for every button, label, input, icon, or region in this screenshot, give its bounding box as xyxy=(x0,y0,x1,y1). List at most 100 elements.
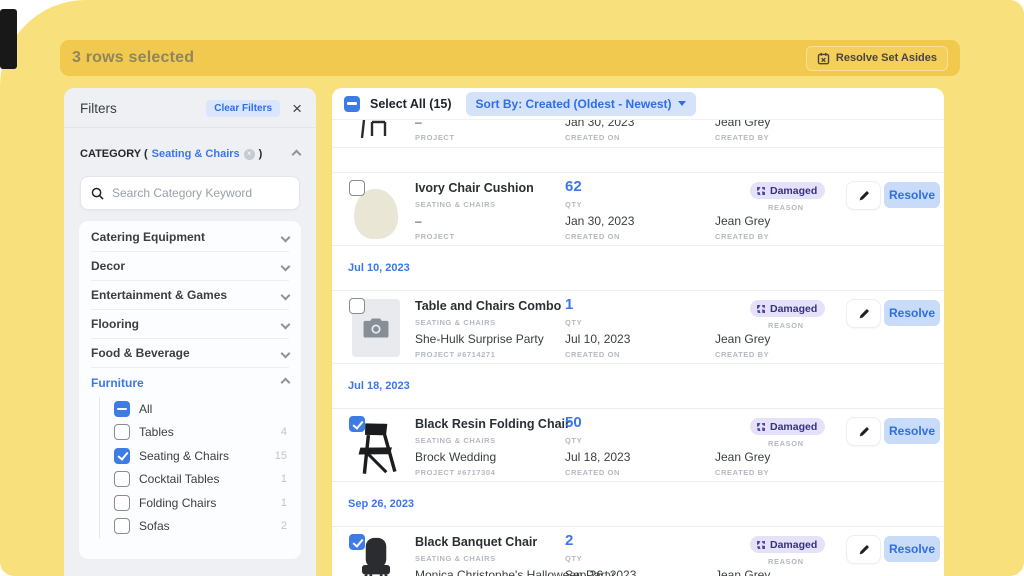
chevron-down-icon xyxy=(280,261,291,271)
created-on-value: Jul 18, 2023 xyxy=(565,450,631,464)
qty-label: QTY xyxy=(565,200,583,209)
category-search-input[interactable] xyxy=(112,186,289,200)
furniture-item-sofas[interactable]: Sofas 2 xyxy=(114,515,289,539)
category-group-decor[interactable]: Decor xyxy=(91,252,291,281)
created-on-label: CREATED ON xyxy=(565,232,621,241)
furniture-item-folding-chairs[interactable]: Folding Chairs 1 xyxy=(114,491,289,515)
table-row: Black Resin Folding Chair SEATING & CHAI… xyxy=(332,408,944,482)
unchecked-checkbox[interactable] xyxy=(114,494,130,511)
category-group-food-beverage[interactable]: Food & Beverage xyxy=(91,339,291,368)
filters-sidebar: Filters Clear Filters × CATEGORY ( Seati… xyxy=(64,88,316,576)
created-by-value: Jean Grey xyxy=(715,120,771,129)
reason-badge-label: Damaged xyxy=(770,184,818,197)
furniture-item-all[interactable]: All xyxy=(114,397,289,421)
edit-button[interactable] xyxy=(846,299,881,328)
remove-category-filter-icon[interactable]: × xyxy=(243,148,255,160)
furniture-item-count: 1 xyxy=(280,496,287,509)
table-row: Ivory Chair Cushion SEATING & CHAIRS – P… xyxy=(332,172,944,246)
category-group-entertainment-games[interactable]: Entertainment & Games xyxy=(91,281,291,310)
unchecked-checkbox[interactable] xyxy=(114,424,130,441)
reason-label: REASON xyxy=(768,321,804,330)
project-label: PROJECT #6717304 xyxy=(415,468,496,477)
item-thumbnail xyxy=(352,120,400,140)
category-group-label: Decor xyxy=(91,259,126,273)
row-checkbox[interactable] xyxy=(349,180,365,196)
qty-value: 62 xyxy=(565,178,582,195)
indeterminate-checkbox[interactable] xyxy=(114,400,130,417)
created-by-value: Jean Grey xyxy=(715,450,771,464)
sort-by-dropdown[interactable]: Sort By: Created (Oldest - Newest) xyxy=(465,91,696,116)
category-group-label: Furniture xyxy=(91,375,144,390)
resolve-button[interactable]: Resolve xyxy=(884,300,940,326)
resolve-button[interactable]: Resolve xyxy=(884,418,940,444)
furniture-item-cocktail-tables[interactable]: Cocktail Tables 1 xyxy=(114,468,289,492)
resolve-button[interactable]: Resolve xyxy=(884,536,940,562)
reason-badge-label: Damaged xyxy=(770,420,818,433)
created-on-label: CREATED ON xyxy=(565,133,621,142)
checked-checkbox[interactable] xyxy=(114,447,130,464)
category-label: CATEGORY ( xyxy=(80,148,148,160)
edit-button[interactable] xyxy=(846,417,881,446)
qty-label: QTY xyxy=(565,436,583,445)
resolve-button[interactable]: Resolve xyxy=(884,182,940,208)
pencil-icon xyxy=(859,426,869,436)
category-close-paren: ) xyxy=(258,148,263,160)
edit-button[interactable] xyxy=(846,535,881,564)
category-group-flooring[interactable]: Flooring xyxy=(91,310,291,339)
created-on-value: Jan 30, 2023 xyxy=(565,120,635,129)
furniture-item-label: Tables xyxy=(139,425,174,440)
category-group-catering-equipment[interactable]: Catering Equipment xyxy=(91,223,291,252)
item-category: SEATING & CHAIRS xyxy=(415,436,496,445)
reason-badge-label: Damaged xyxy=(770,302,818,315)
date-group-header: Jul 10, 2023 xyxy=(348,262,410,274)
item-thumbnail xyxy=(352,417,400,475)
edit-button[interactable] xyxy=(846,181,881,210)
category-group-furniture[interactable]: Furniture xyxy=(91,368,291,397)
category-selected-value: Seating & Chairs xyxy=(151,148,240,160)
table-row: – PROJECT Jan 30, 2023 CREATED ON Jean G… xyxy=(332,120,944,148)
qty-label: QTY xyxy=(565,554,583,563)
resolve-set-asides-button[interactable]: Resolve Set Asides xyxy=(805,45,948,71)
project-value: – xyxy=(415,214,422,228)
project-label: PROJECT xyxy=(415,133,455,142)
unchecked-checkbox[interactable] xyxy=(114,471,130,488)
selection-banner: 3 rows selected Resolve Set Asides xyxy=(60,40,960,76)
table-row: Black Banquet Chair SEATING & CHAIRS Mon… xyxy=(332,526,944,576)
item-name: Table and Chairs Combo xyxy=(415,299,562,313)
row-checkbox[interactable] xyxy=(349,534,365,550)
pencil-icon xyxy=(859,544,869,554)
category-list-panel: Catering Equipment Decor Entertainment &… xyxy=(78,220,302,560)
chevron-up-icon xyxy=(280,377,291,388)
project-value: Monica Christophe's Halloween Party xyxy=(415,568,615,576)
chevron-down-icon xyxy=(280,232,291,242)
select-all-checkbox[interactable] xyxy=(344,95,360,112)
list-toolbar: Select All (15) Sort By: Created (Oldest… xyxy=(332,88,944,120)
furniture-item-seating-chairs[interactable]: Seating & Chairs 15 xyxy=(114,444,289,468)
filters-title: Filters xyxy=(80,101,117,116)
category-section-header[interactable]: CATEGORY ( Seating & Chairs × ) xyxy=(64,134,316,164)
qty-value: 1 xyxy=(565,296,574,313)
clear-filters-button[interactable]: Clear Filters xyxy=(206,100,281,117)
reason-badge: Damaged xyxy=(750,182,826,199)
table-row: Table and Chairs Combo SEATING & CHAIRS … xyxy=(332,290,944,364)
unchecked-checkbox[interactable] xyxy=(114,518,130,535)
project-value: – xyxy=(415,120,422,129)
item-category: SEATING & CHAIRS xyxy=(415,554,496,563)
damaged-icon xyxy=(757,186,765,195)
project-value: She-Hulk Surprise Party xyxy=(415,332,544,346)
calendar-x-icon xyxy=(817,52,830,64)
camera-icon xyxy=(363,318,389,338)
item-name: Black Banquet Chair xyxy=(415,535,538,549)
row-checkbox[interactable] xyxy=(349,416,365,432)
row-checkbox[interactable] xyxy=(349,298,365,314)
pencil-icon xyxy=(859,190,869,200)
created-by-label: CREATED BY xyxy=(715,350,770,359)
damaged-icon xyxy=(757,540,765,549)
table-lineart-icon xyxy=(360,120,387,139)
date-group-header: Sep 26, 2023 xyxy=(348,498,415,510)
qty-label: QTY xyxy=(565,318,583,327)
decorative-corner-bar xyxy=(0,9,17,69)
close-filters-icon[interactable]: × xyxy=(292,99,302,118)
furniture-item-tables[interactable]: Tables 4 xyxy=(114,421,289,445)
